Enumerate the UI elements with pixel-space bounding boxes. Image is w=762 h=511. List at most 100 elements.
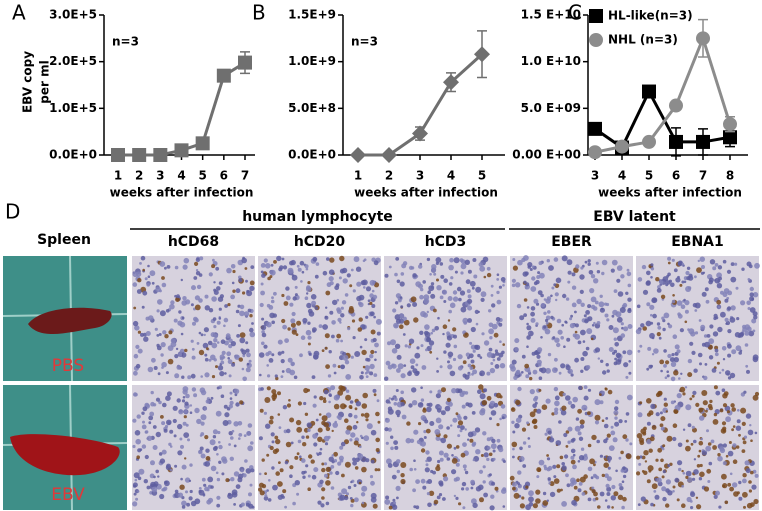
cell — [138, 468, 145, 475]
cell — [656, 477, 662, 483]
cell — [658, 467, 663, 472]
x-tick-label: 1 — [354, 169, 362, 183]
cell — [307, 321, 311, 325]
cell — [340, 313, 345, 318]
cell — [176, 365, 182, 370]
cell — [482, 480, 486, 484]
cell — [475, 449, 481, 455]
cell — [622, 496, 627, 502]
cell — [321, 467, 326, 473]
cell — [528, 496, 534, 503]
x-tick-label: 6 — [220, 169, 228, 183]
cell — [238, 278, 243, 283]
cell — [292, 296, 297, 301]
cell — [611, 314, 615, 318]
y-tick-label: 1.5 E+10 — [521, 8, 581, 22]
cell — [415, 363, 419, 367]
cell — [369, 475, 374, 479]
cell — [151, 486, 158, 493]
cell — [718, 505, 722, 509]
cell — [314, 306, 318, 310]
cell — [342, 278, 348, 284]
cell — [601, 390, 605, 395]
cell — [271, 320, 276, 325]
cell — [687, 423, 692, 428]
cell — [660, 416, 666, 422]
cell — [194, 317, 199, 323]
cell — [249, 327, 254, 333]
cell — [297, 401, 302, 406]
marker — [195, 136, 210, 151]
cell — [647, 465, 654, 472]
cell — [353, 414, 358, 419]
cell — [325, 501, 330, 506]
cell — [667, 464, 671, 468]
cell — [708, 461, 713, 466]
cell — [268, 479, 271, 482]
cell — [446, 331, 450, 336]
cell — [684, 309, 689, 314]
cell — [750, 439, 753, 443]
cell — [717, 265, 723, 270]
cell — [467, 294, 472, 299]
cell — [190, 373, 196, 379]
cell — [232, 289, 236, 293]
cell — [258, 472, 262, 476]
cell — [501, 416, 505, 420]
cell — [537, 271, 541, 275]
cell — [705, 445, 712, 452]
cell — [746, 502, 753, 509]
cell — [730, 276, 737, 283]
y-tick-label: 1.0 E+10 — [521, 54, 581, 68]
cell — [685, 270, 690, 276]
cell — [304, 296, 309, 301]
cell — [499, 417, 502, 421]
cell — [616, 278, 621, 283]
cell — [259, 490, 265, 496]
cell — [714, 277, 720, 284]
cell — [662, 470, 666, 474]
cell — [561, 501, 567, 507]
cell — [605, 363, 609, 367]
cell — [537, 347, 543, 353]
cell — [458, 297, 462, 302]
cell — [640, 323, 645, 328]
cell — [294, 480, 300, 486]
cell — [425, 463, 429, 467]
cell — [267, 374, 271, 378]
cell — [750, 470, 754, 475]
cell — [478, 469, 484, 474]
cell — [323, 462, 328, 466]
cell — [439, 295, 444, 300]
cell — [651, 297, 658, 304]
cell — [411, 400, 418, 406]
cell — [385, 441, 389, 445]
cell — [216, 495, 221, 500]
cell — [159, 493, 165, 500]
cell — [312, 256, 318, 262]
cell — [717, 326, 723, 333]
cell — [579, 424, 585, 429]
cell — [299, 455, 302, 459]
column-label: EBER — [551, 234, 592, 250]
cell — [369, 279, 376, 286]
cell — [377, 468, 381, 472]
cell — [279, 468, 284, 473]
cell — [472, 502, 478, 509]
cell — [156, 345, 162, 351]
cell — [269, 415, 274, 420]
cell — [319, 396, 324, 401]
cell — [354, 497, 359, 503]
y-axis-label: per ml — [38, 60, 52, 103]
cell — [177, 492, 184, 498]
cell — [528, 490, 534, 497]
cell — [358, 481, 362, 485]
cell — [175, 297, 180, 302]
cell — [613, 289, 618, 293]
cell — [146, 282, 151, 287]
cell — [308, 454, 313, 459]
marker — [642, 134, 656, 149]
cell — [581, 404, 588, 411]
cell — [302, 442, 307, 447]
cell — [227, 492, 232, 497]
